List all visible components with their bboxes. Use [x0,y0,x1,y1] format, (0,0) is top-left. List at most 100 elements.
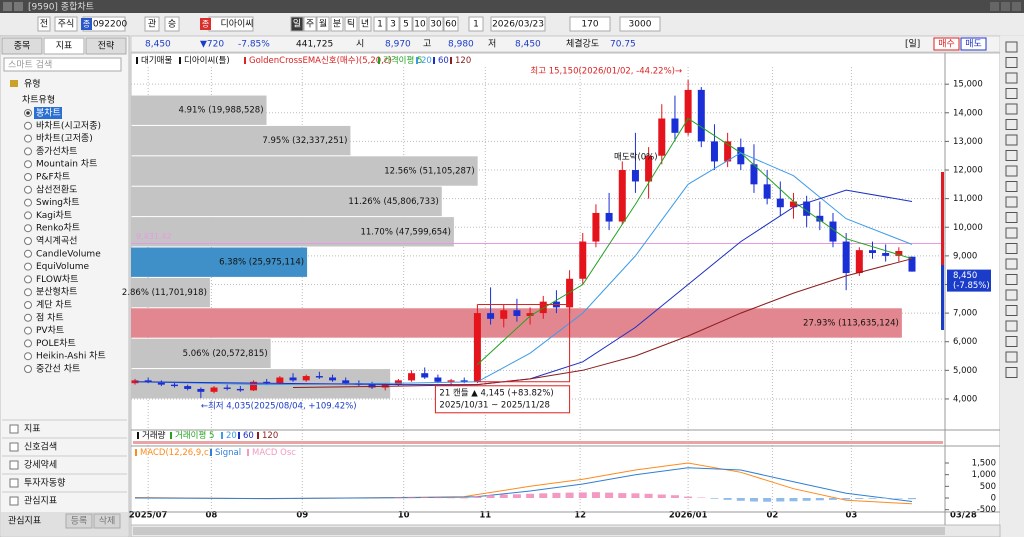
chart-type[interactable]: 분산형차트 [36,286,77,298]
toolbar-label[interactable]: 월 [319,18,327,30]
legend-label[interactable]: 대기매물 [141,56,172,66]
volume-legend[interactable]: 60 [243,431,254,441]
radio[interactable] [24,211,32,220]
expand-icon[interactable] [9,424,19,434]
radio[interactable] [24,121,32,130]
tab-label[interactable]: 종목 [14,41,31,52]
sell-label[interactable]: 매도 [965,39,982,50]
footer-button[interactable] [65,513,93,529]
toolbar-button[interactable] [399,16,413,32]
radio[interactable] [24,198,32,207]
radio[interactable] [24,301,32,309]
toolbar-button[interactable] [316,16,330,32]
chart-type[interactable]: EquiVolume [36,262,90,272]
chart-type[interactable]: P&F차트 [36,171,70,183]
chart-type[interactable]: CandleVolume [36,249,101,259]
chart-type[interactable]: 종가선차트 [36,145,77,157]
tool-icon[interactable] [1005,41,1018,53]
volume-legend[interactable]: 120 [262,431,278,441]
radio[interactable] [24,352,32,361]
radio[interactable] [24,173,32,181]
toolbar-button[interactable] [358,16,372,32]
tool-icon[interactable] [1005,289,1018,301]
chart-type[interactable]: 점 차트 [36,311,64,323]
buy-button[interactable] [933,37,960,51]
toolbar-button[interactable] [164,16,180,32]
tab[interactable] [85,37,127,55]
chart-type[interactable]: PV차트 [36,324,64,336]
toolbar-label[interactable]: 주 [306,19,314,30]
tool-icon[interactable] [1005,196,1018,208]
tab-label[interactable]: 지표 [56,41,73,52]
toolbar-button[interactable] [412,16,428,32]
toolbar-label[interactable]: 092200 [93,20,128,30]
tool-icon[interactable] [1005,258,1018,270]
section-label[interactable]: 신호검색 [24,441,57,453]
toolbar-button[interactable] [344,16,358,32]
section-label[interactable]: 투자자동향 [24,477,65,489]
toolbar-label[interactable]: 승 [168,19,176,30]
tool-icon[interactable] [1005,367,1018,378]
sell-button[interactable] [960,37,987,51]
close-button[interactable] [1012,2,1021,11]
toolbar-label[interactable]: 170 [581,20,598,30]
radio[interactable] [24,237,32,245]
chart-type[interactable]: 중간선 차트 [36,363,80,375]
legend-label[interactable]: 디아이씨(틀) [184,55,230,66]
chart-type[interactable]: 삼선전환도 [36,183,77,195]
tool-icon[interactable] [1005,243,1018,254]
expand-icon[interactable] [9,478,19,488]
toolbar-label[interactable]: 전 [40,19,48,30]
radio[interactable] [24,365,32,373]
chart-type[interactable]: 봉차트 [36,107,61,119]
toolbar-label[interactable]: 30 [430,20,442,30]
toolbar-button[interactable] [443,16,459,32]
radio[interactable] [24,262,32,271]
tool-icon[interactable] [1005,150,1018,161]
chart-type[interactable]: Swing차트 [36,196,80,208]
radio[interactable] [24,134,32,143]
chart-type[interactable]: 바차트(시고저종) [36,119,101,131]
volume-legend[interactable]: 거래이평 5 [175,430,214,441]
radio[interactable] [24,339,32,348]
legend-label[interactable]: GoldenCrossEMA신호(매수)(5,20,c) [249,56,392,66]
toolbar-button[interactable] [144,16,160,32]
legend-label[interactable]: 가격이평 5 [383,55,422,66]
macd-legend[interactable]: Signal [215,448,241,458]
section-label[interactable]: 관심지표 [24,496,57,507]
toolbar-button[interactable] [569,16,611,32]
toolbar-label[interactable]: 관 [148,19,156,30]
chart-type[interactable]: POLE차트 [36,337,76,349]
tool-icon[interactable] [1005,181,1018,192]
radio[interactable] [24,224,32,233]
expand-icon[interactable] [9,496,19,506]
tool-icon[interactable] [1005,274,1018,285]
footer-button[interactable] [93,513,121,529]
radio[interactable] [24,288,32,297]
toolbar-label[interactable]: 3000 [629,20,652,30]
volume-legend[interactable]: 거래량 [142,430,166,441]
toolbar-button[interactable] [386,16,400,32]
volume-legend[interactable]: 20 [226,431,237,441]
tab[interactable] [43,37,85,55]
chart-type[interactable]: Mountain 차트 [36,158,97,170]
toolbar-button[interactable] [490,16,546,32]
tool-icon[interactable] [1005,134,1018,146]
section-label[interactable]: 강세약세 [24,459,57,471]
toolbar-button[interactable] [468,16,484,32]
toolbar-label[interactable]: 분 [333,19,341,30]
chart-type[interactable]: Heikin-Ashi 차트 [36,350,106,362]
tab-label[interactable]: 전략 [98,40,115,52]
section-label[interactable]: 지표 [24,424,41,435]
chart-type[interactable]: 계단 차트 [36,299,72,311]
toolbar-button[interactable] [428,16,444,32]
radio[interactable] [24,249,32,258]
tool-icon[interactable] [1005,72,1018,84]
toolbar-button[interactable] [373,16,387,32]
toolbar-label[interactable]: 년 [361,19,369,30]
radio[interactable] [24,326,32,335]
toolbar-label[interactable]: 일 [293,19,301,30]
tool-icon[interactable] [1005,227,1018,239]
scroll-thumb[interactable] [133,527,945,535]
tool-icon[interactable] [1005,212,1018,223]
